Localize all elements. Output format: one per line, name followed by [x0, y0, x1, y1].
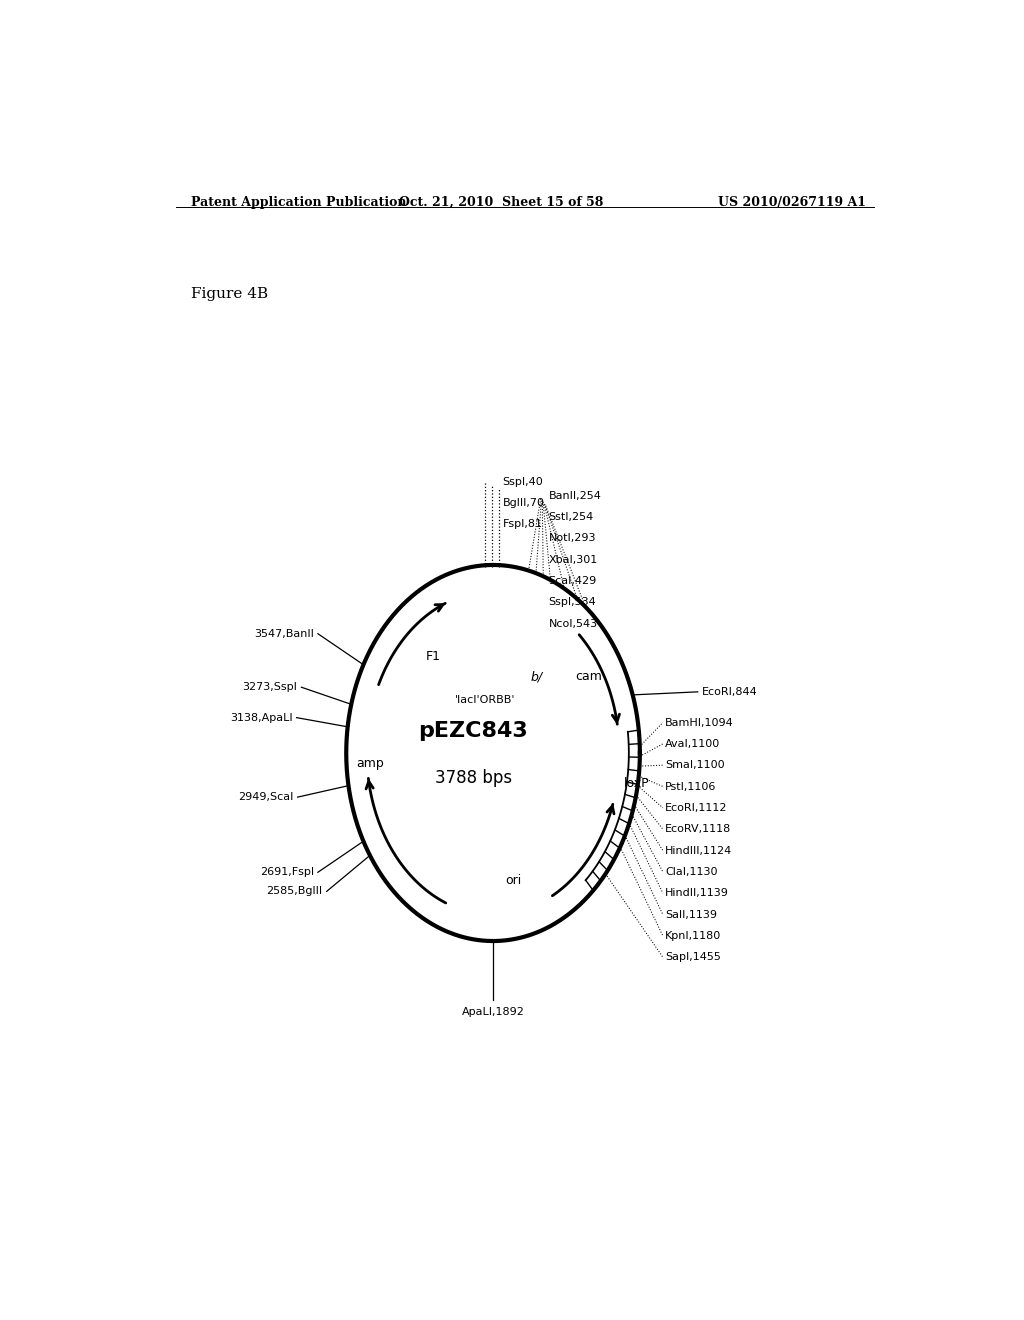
Text: 2691,FspI: 2691,FspI — [260, 867, 314, 878]
Text: ClaI,1130: ClaI,1130 — [666, 867, 718, 876]
Text: KpnI,1180: KpnI,1180 — [666, 931, 722, 941]
Text: Figure 4B: Figure 4B — [191, 288, 268, 301]
Text: SalI,1139: SalI,1139 — [666, 909, 717, 920]
Text: Patent Application Publication: Patent Application Publication — [191, 195, 407, 209]
Text: 3788 bps: 3788 bps — [434, 770, 512, 788]
Text: BamHI,1094: BamHI,1094 — [666, 718, 734, 727]
Text: PstI,1106: PstI,1106 — [666, 781, 717, 792]
Text: EcoRV,1118: EcoRV,1118 — [666, 824, 731, 834]
Text: HindII,1139: HindII,1139 — [666, 888, 729, 898]
Text: EcoRI,844: EcoRI,844 — [701, 686, 758, 697]
Text: SstI,254: SstI,254 — [549, 512, 594, 523]
Text: FspI,81: FspI,81 — [503, 519, 543, 529]
Text: 'lacI'ORBB': 'lacI'ORBB' — [455, 696, 515, 705]
Text: NcoI,543: NcoI,543 — [549, 619, 598, 628]
Text: loxP: loxP — [624, 777, 649, 789]
Text: ApaLI,1892: ApaLI,1892 — [462, 1007, 524, 1018]
Text: SapI,1455: SapI,1455 — [666, 952, 721, 962]
Text: pEZC843: pEZC843 — [419, 721, 528, 741]
Text: HindIII,1124: HindIII,1124 — [666, 846, 732, 855]
Text: BanII,254: BanII,254 — [549, 491, 601, 500]
Text: F1: F1 — [426, 649, 441, 663]
Text: BglII,70: BglII,70 — [503, 498, 545, 508]
Text: 3273,SspI: 3273,SspI — [243, 682, 297, 692]
Text: US 2010/0267119 A1: US 2010/0267119 A1 — [718, 195, 866, 209]
Text: amp: amp — [356, 756, 384, 770]
Text: SmaI,1100: SmaI,1100 — [666, 760, 725, 770]
Text: EcoRI,1112: EcoRI,1112 — [666, 803, 728, 813]
Text: SspI,534: SspI,534 — [549, 598, 596, 607]
Text: 2585,BglII: 2585,BglII — [266, 887, 323, 896]
Text: XbaI,301: XbaI,301 — [549, 554, 598, 565]
Text: NotI,293: NotI,293 — [549, 533, 596, 544]
Text: AvaI,1100: AvaI,1100 — [666, 739, 721, 748]
Text: 2949,ScaI: 2949,ScaI — [239, 792, 294, 803]
Text: 3138,ApaLI: 3138,ApaLI — [230, 713, 293, 722]
Text: SspI,40: SspI,40 — [503, 477, 544, 487]
Text: b/: b/ — [530, 671, 543, 684]
Text: ori: ori — [505, 874, 521, 887]
Text: cam: cam — [574, 671, 602, 684]
Text: Oct. 21, 2010  Sheet 15 of 58: Oct. 21, 2010 Sheet 15 of 58 — [398, 195, 603, 209]
Text: 3547,BanII: 3547,BanII — [254, 628, 314, 639]
Text: ScaI,429: ScaI,429 — [549, 576, 597, 586]
